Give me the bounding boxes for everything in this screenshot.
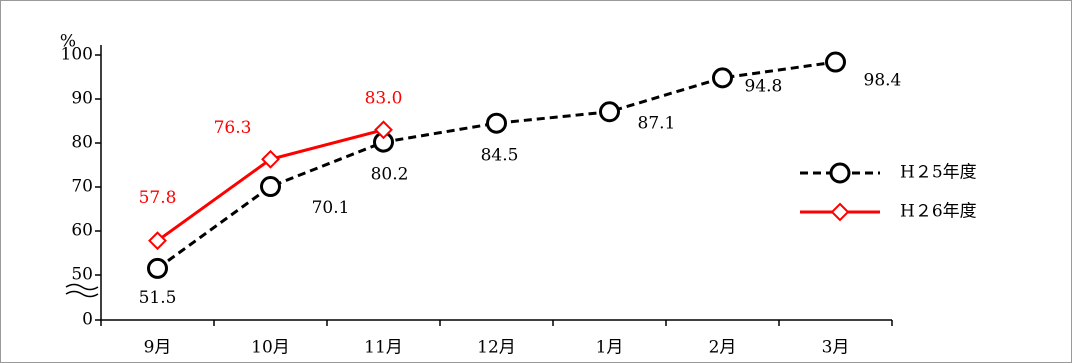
legend-marker <box>829 162 851 184</box>
data-label: 51.5 <box>139 288 177 308</box>
point <box>374 120 393 140</box>
data-label: 87.1 <box>638 113 676 133</box>
y-tick-label: 80 <box>71 133 93 153</box>
y-tick-label: 90 <box>71 89 93 109</box>
data-label: 83.0 <box>365 88 403 108</box>
legend-label: H２6年度 <box>900 202 977 222</box>
y-tick-label: 100 <box>61 45 93 65</box>
break-mark <box>65 283 99 291</box>
data-label: 57.8 <box>139 188 177 208</box>
y-tick-label: 50 <box>71 265 93 285</box>
point <box>260 176 281 198</box>
x-tick-label: 3月 <box>822 338 850 358</box>
legend-label: H２5年度 <box>900 163 977 183</box>
point <box>599 101 620 123</box>
data-label: 84.5 <box>481 146 519 166</box>
x-tick-label: 11月 <box>364 338 403 358</box>
data-label: 80.2 <box>371 165 409 185</box>
y-tick-label: 70 <box>71 177 93 197</box>
legend-marker <box>830 202 850 222</box>
y-tick-label: 60 <box>71 221 93 241</box>
x-tick-label: 1月 <box>596 338 624 358</box>
x-tick-label: 12月 <box>477 338 516 358</box>
point <box>148 231 167 251</box>
x-tick-label: 2月 <box>709 338 737 358</box>
data-label: 94.8 <box>745 76 783 96</box>
y-unit: % <box>60 32 76 52</box>
x-tick-label: 9月 <box>144 338 172 358</box>
data-label: 98.4 <box>864 71 902 91</box>
point <box>486 112 507 134</box>
point <box>825 51 846 73</box>
axis-break <box>65 283 99 298</box>
x-tick-label: 10月 <box>251 338 290 358</box>
data-label: 70.1 <box>312 198 350 218</box>
point <box>147 257 168 279</box>
break-mark <box>65 290 99 298</box>
data-label: 76.3 <box>214 118 252 138</box>
point <box>261 149 280 169</box>
y-tick-label: 0 <box>82 310 93 330</box>
point <box>712 67 733 89</box>
